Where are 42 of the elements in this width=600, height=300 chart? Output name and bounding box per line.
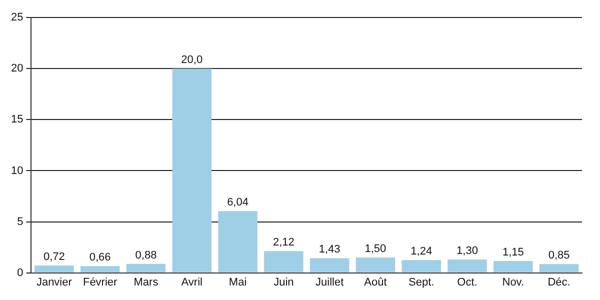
x-tick-label: Mars [134, 276, 159, 288]
y-tick-label: 0 [17, 266, 24, 279]
x-tick-label: Déc. [548, 276, 570, 288]
bar [539, 264, 579, 272]
y-tick-label: 15 [10, 114, 24, 126]
x-tick-label: Nov. [502, 276, 524, 288]
bar [218, 211, 258, 272]
y-tick-label: 20 [10, 62, 24, 75]
x-tick-label: Février [82, 276, 118, 288]
x-tick-label: Juin [274, 276, 294, 288]
y-tick-label: 10 [10, 164, 24, 177]
y-tick-label: 5 [17, 216, 24, 228]
bar [494, 261, 533, 272]
x-tick-label: Sept. [408, 276, 434, 288]
bar [80, 266, 120, 272]
data-label: 0,85 [548, 250, 570, 262]
data-label: 1,24 [410, 246, 432, 258]
bar [402, 260, 441, 272]
data-label: 1,30 [456, 245, 478, 258]
bar [356, 257, 396, 272]
data-label: 1,43 [318, 244, 340, 256]
x-tick-label: Janvier [36, 276, 72, 288]
y-tick-label: 25 [10, 12, 24, 24]
data-label: 2,12 [272, 236, 294, 249]
data-label: 0,88 [135, 249, 157, 262]
data-label: 0,66 [89, 252, 111, 264]
data-label: 0,72 [43, 250, 65, 263]
data-label: 1,15 [502, 246, 524, 259]
x-tick-label: Juillet [316, 276, 344, 288]
bar [264, 251, 304, 272]
bar [172, 68, 212, 272]
data-label: 20,0 [181, 54, 203, 66]
data-label: 6,04 [227, 196, 248, 209]
bar [448, 260, 487, 272]
x-tick-label: Août [364, 276, 387, 288]
x-tick-label: Avril [181, 276, 202, 288]
x-tick-label: Oct. [457, 276, 478, 288]
bar [126, 264, 166, 272]
data-label: 1,50 [364, 243, 386, 256]
bar [34, 265, 74, 272]
x-tick-label: Mai [228, 276, 247, 288]
bar [310, 258, 350, 272]
